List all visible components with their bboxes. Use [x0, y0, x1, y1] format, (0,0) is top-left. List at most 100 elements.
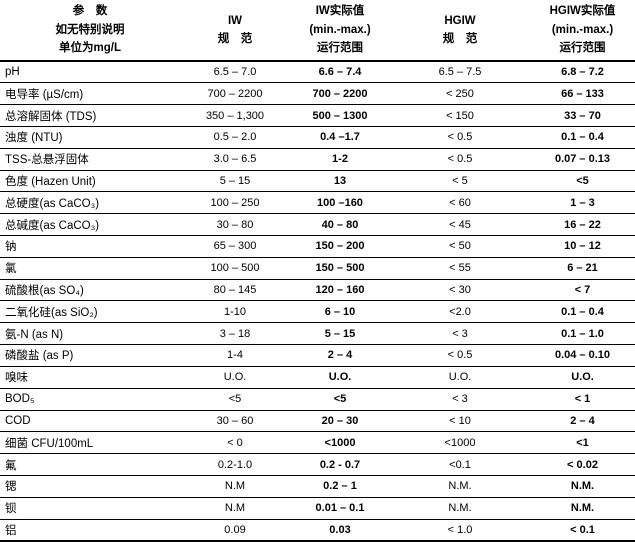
cell-parameter: 铝	[0, 519, 180, 542]
cell-parameter: 色度 (Hazen Unit)	[0, 170, 180, 193]
cell-parameter: 二氧化硅(as SiO₂)	[0, 300, 180, 324]
table-row: 锶 N.M 0.2 – 1 N.M. N.M.	[0, 475, 635, 498]
cell-hgiw-actual: 16 – 22	[530, 213, 635, 236]
cell-hgiw-actual: 10 – 12	[530, 235, 635, 258]
cell-hgiw-spec: < 3	[390, 388, 530, 411]
cell-parameter: 总碱度(as CaCO₃)	[0, 213, 180, 236]
cell-hgiw-actual: 66 – 133	[530, 82, 635, 106]
cell-parameter: 细菌 CFU/100mL	[0, 431, 180, 455]
table-row: COD 30 – 60 20 – 30 < 10 2 – 4	[0, 410, 635, 433]
cell-parameter: 嗅味	[0, 366, 180, 389]
table-row: 硫酸根(as SO₄) 80 – 145 120 – 160 < 30 < 7	[0, 279, 635, 302]
header-hgiw-actual-line2: (min.-max.)	[551, 23, 614, 36]
cell-iw-spec: 30 – 80	[180, 213, 290, 236]
cell-hgiw-actual: 0.1 – 1.0	[530, 322, 635, 346]
cell-iw-spec: 5 – 15	[180, 170, 290, 193]
header-iw-spec-line2: 规 范	[217, 33, 253, 45]
cell-iw-spec: N.M	[180, 475, 290, 498]
cell-hgiw-spec: < 55	[390, 257, 530, 280]
cell-hgiw-spec: < 3	[390, 322, 530, 346]
cell-hgiw-spec: < 0.5	[390, 344, 530, 367]
header-hgiw-actual-line1: HGIW实际值	[549, 5, 616, 18]
table-body: pH 6.5 – 7.0 6.6 – 7.4 6.5 – 7.5 6.8 – 7…	[0, 61, 635, 542]
header-iw-actual-line1: IW实际值	[315, 5, 365, 18]
cell-iw-actual: 0.01 – 0.1	[290, 497, 390, 520]
cell-hgiw-spec: < 250	[390, 82, 530, 106]
cell-hgiw-actual: 0.1 – 0.4	[530, 126, 635, 149]
cell-parameter: 氨-N (as N)	[0, 322, 180, 346]
header-hgiw-spec: HGIW 规 范	[390, 0, 530, 62]
table-row: BOD₅ <5 <5 < 3 < 1	[0, 388, 635, 411]
cell-iw-spec: 100 – 250	[180, 191, 290, 215]
cell-parameter: 浊度 (NTU)	[0, 126, 180, 149]
table-row: 细菌 CFU/100mL < 0 <1000 <1000 <1	[0, 431, 635, 455]
header-iw-actual-line3: 运行范围	[317, 42, 363, 55]
cell-iw-actual: 150 – 200	[290, 235, 390, 258]
cell-hgiw-actual: U.O.	[530, 366, 635, 389]
cell-iw-actual: 6.6 – 7.4	[290, 61, 390, 84]
cell-hgiw-spec: <2.0	[390, 300, 530, 324]
cell-iw-actual: U.O.	[290, 366, 390, 389]
cell-parameter: 硫酸根(as SO₄)	[0, 279, 180, 302]
cell-iw-actual: 40 – 80	[290, 213, 390, 236]
cell-iw-actual: 1-2	[290, 148, 390, 171]
cell-iw-spec: 350 – 1,300	[180, 104, 290, 127]
cell-iw-actual: 5 – 15	[290, 322, 390, 346]
cell-hgiw-actual: N.M.	[530, 497, 635, 520]
cell-iw-spec: U.O.	[180, 366, 290, 389]
cell-iw-actual: 150 – 500	[290, 257, 390, 280]
cell-iw-spec: 1-4	[180, 344, 290, 367]
cell-hgiw-spec: N.M.	[390, 475, 530, 498]
table-row: 钡 N.M 0.01 – 0.1 N.M. N.M.	[0, 497, 635, 520]
cell-iw-spec: 100 – 500	[180, 257, 290, 280]
cell-iw-actual: 0.2 - 0.7	[290, 453, 390, 476]
cell-parameter: TSS-总悬浮固体	[0, 148, 180, 171]
table-row: 二氧化硅(as SiO₂) 1-10 6 – 10 <2.0 0.1 – 0.4	[0, 300, 635, 324]
cell-iw-actual: 0.2 – 1	[290, 475, 390, 498]
cell-hgiw-actual: < 0.02	[530, 453, 635, 476]
cell-hgiw-spec: < 5	[390, 170, 530, 193]
table-row: 磷酸盐 (as P) 1-4 2 – 4 < 0.5 0.04 – 0.10	[0, 344, 635, 367]
cell-iw-spec: 80 – 145	[180, 279, 290, 302]
cell-iw-spec: 3.0 – 6.5	[180, 148, 290, 171]
cell-hgiw-actual: 33 – 70	[530, 104, 635, 127]
cell-hgiw-spec: < 50	[390, 235, 530, 258]
table-header: 参 数 如无特别说明 单位为mg/L IW 规 范 IW实际值 (min.-ma…	[0, 0, 635, 62]
header-hgiw-actual-line3: 运行范围	[559, 42, 606, 55]
cell-iw-spec: 1-10	[180, 300, 290, 324]
cell-iw-actual: 20 – 30	[290, 410, 390, 433]
cell-iw-spec: 0.5 – 2.0	[180, 126, 290, 149]
table-row: 总溶解固体 (TDS) 350 – 1,300 500 – 1300 < 150…	[0, 104, 635, 127]
header-hgiw-spec-line2: 规 范	[442, 33, 478, 45]
cell-hgiw-actual: <5	[530, 170, 635, 193]
cell-hgiw-actual: N.M.	[530, 475, 635, 498]
cell-hgiw-actual: 1 – 3	[530, 191, 635, 215]
header-parameter-line1: 参 数	[72, 5, 108, 18]
cell-iw-actual: 2 – 4	[290, 344, 390, 367]
table-row: 钠 65 – 300 150 – 200 < 50 10 – 12	[0, 235, 635, 258]
cell-iw-spec: 3 – 18	[180, 322, 290, 346]
cell-iw-actual: 13	[290, 170, 390, 193]
cell-hgiw-actual: 6 – 21	[530, 257, 635, 280]
header-iw-spec: IW 规 范	[180, 0, 290, 62]
cell-iw-spec: 30 – 60	[180, 410, 290, 433]
cell-parameter: 锶	[0, 475, 180, 498]
cell-hgiw-actual: 0.04 – 0.10	[530, 344, 635, 367]
cell-parameter: 氯	[0, 257, 180, 280]
header-parameter-line3: 单位为mg/L	[59, 42, 121, 55]
cell-iw-actual: 0.03	[290, 519, 390, 542]
table-row: 氟 0.2-1.0 0.2 - 0.7 <0.1 < 0.02	[0, 453, 635, 476]
table-row: 铝 0.09 0.03 < 1.0 < 0.1	[0, 519, 635, 542]
table-row: 总碱度(as CaCO₃) 30 – 80 40 – 80 < 45 16 – …	[0, 213, 635, 236]
cell-iw-spec: < 0	[180, 431, 290, 455]
cell-hgiw-actual: 6.8 – 7.2	[530, 61, 635, 84]
cell-hgiw-spec: < 0.5	[390, 148, 530, 171]
header-iw-actual: IW实际值 (min.-max.) 运行范围	[290, 0, 390, 62]
cell-iw-actual: 500 – 1300	[290, 104, 390, 127]
cell-hgiw-actual: 0.1 – 0.4	[530, 300, 635, 324]
cell-iw-spec: 0.09	[180, 519, 290, 542]
cell-hgiw-spec: < 10	[390, 410, 530, 433]
table-row: 氨-N (as N) 3 – 18 5 – 15 < 3 0.1 – 1.0	[0, 322, 635, 346]
cell-parameter: COD	[0, 410, 180, 433]
